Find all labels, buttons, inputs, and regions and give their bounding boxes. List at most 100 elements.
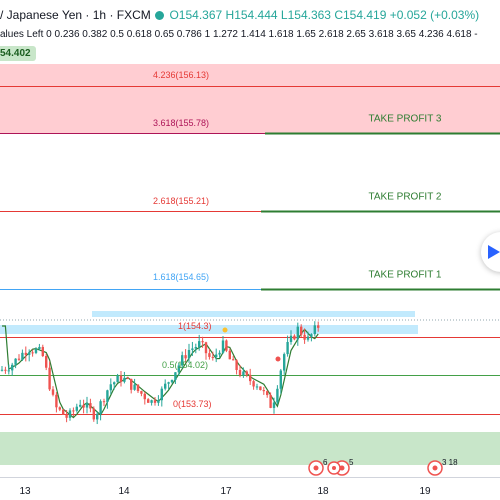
candle-body: [228, 350, 231, 360]
candle-body: [215, 354, 218, 358]
candle-body: [221, 340, 225, 353]
candle-body: [293, 335, 296, 340]
candle-body: [133, 384, 136, 390]
candle-body: [300, 326, 303, 335]
candle-body: [28, 352, 31, 355]
candle-body: [198, 341, 201, 348]
candle-body: [164, 383, 167, 389]
source-label: FXCM: [116, 8, 151, 22]
candle-body: [283, 354, 286, 371]
candle-body: [75, 406, 78, 411]
fib-level-label-3-618: 3.618(155.78): [153, 118, 209, 128]
candle-body: [296, 326, 299, 340]
x-tick-label: 17: [220, 486, 232, 497]
candle-body: [14, 358, 17, 365]
take-profit-label-2: TAKE PROFIT 2: [369, 192, 442, 203]
candle-body: [119, 375, 123, 382]
candle-body: [89, 403, 92, 409]
candle-body: [102, 401, 106, 403]
candle-body: [147, 399, 150, 403]
candle-body: [232, 359, 235, 361]
candle-body: [136, 384, 140, 392]
candle-body: [85, 403, 89, 408]
fib-level-label-0: 0(153.73): [173, 399, 212, 409]
candle-body: [68, 410, 72, 418]
candle-body: [79, 404, 82, 407]
candle-body: [153, 400, 157, 403]
candle-body: [130, 378, 133, 390]
candle-body: [45, 356, 48, 368]
candle-body: [51, 389, 55, 395]
candle-body: [225, 340, 228, 351]
candle-body: [0, 369, 4, 371]
event-marker-dot: [339, 465, 345, 471]
candle-body: [160, 388, 163, 401]
candle-body: [113, 382, 116, 385]
candle-body: [38, 346, 41, 350]
candle-body: [317, 325, 320, 328]
ohlc-open: O154.367: [169, 8, 223, 22]
resistance-zone-bottom: [0, 325, 418, 334]
candle-body: [31, 352, 34, 354]
event-marker[interactable]: 3 18: [427, 458, 458, 476]
x-tick-label: 13: [19, 486, 31, 497]
candle-body: [181, 355, 184, 366]
candle-body: [174, 372, 177, 380]
candle-body: [65, 414, 68, 418]
event-marker-count: 5: [349, 458, 354, 467]
candle-body: [191, 348, 194, 350]
fib-level-label-1-618: 1.618(154.65): [153, 272, 209, 282]
candle-body: [310, 334, 313, 337]
candle-body: [255, 386, 259, 388]
candle-body: [303, 334, 306, 340]
event-marker-dot: [432, 465, 438, 471]
fib-level-label-0-5: 0.5(154.02): [162, 360, 208, 370]
candle-body: [208, 353, 211, 357]
event-marker-count: 6: [323, 458, 328, 467]
candle-body: [21, 352, 24, 360]
candle-body: [211, 356, 214, 358]
candle-body: [109, 384, 112, 391]
candle-body: [272, 402, 276, 408]
candle-body: [99, 401, 102, 414]
candle-body: [235, 360, 238, 370]
candle-body: [184, 355, 187, 359]
x-tick-label: 18: [317, 486, 329, 497]
candle-body: [242, 371, 245, 376]
candle-body: [218, 352, 221, 355]
event-marker-count: 3 18: [442, 458, 458, 467]
candle-body: [306, 336, 310, 340]
fib-indicator-legend[interactable]: alues Left 0 0.236 0.382 0.5 0.618 0.65 …: [0, 29, 478, 40]
stop-zone-lower: [0, 432, 500, 465]
ohlc-high: H154.444: [225, 8, 278, 22]
x-tick-label: 14: [118, 486, 130, 497]
interval-label[interactable]: 1h: [92, 8, 107, 22]
candle-body: [17, 358, 21, 360]
candle-body: [259, 386, 262, 391]
ohlc-low: L154.363: [280, 8, 331, 22]
candle-body: [140, 391, 143, 394]
ohlc-close: C154.419: [334, 8, 387, 22]
candle-body: [269, 395, 272, 408]
play-icon: [488, 245, 500, 259]
candle-body: [34, 349, 38, 353]
candle-body: [262, 390, 265, 392]
take-profit-zone-upper: [0, 64, 500, 134]
candle-body: [157, 400, 160, 403]
event-marker[interactable]: 6: [308, 458, 328, 476]
candle-body: [82, 404, 85, 408]
candle-body: [7, 370, 10, 372]
candle-body: [187, 349, 191, 359]
candle-body: [276, 388, 279, 403]
candle-body: [58, 407, 61, 410]
candle-body: [41, 346, 44, 357]
market-status-icon: [155, 11, 165, 21]
signal-dot-red: [275, 356, 281, 362]
candle-body: [279, 370, 282, 389]
event-marker[interactable]: 5: [327, 458, 354, 476]
candle-body: [238, 369, 242, 376]
candle-body: [96, 413, 99, 420]
play-button[interactable]: [481, 232, 500, 272]
take-profit-label-1: TAKE PROFIT 1: [369, 270, 442, 281]
